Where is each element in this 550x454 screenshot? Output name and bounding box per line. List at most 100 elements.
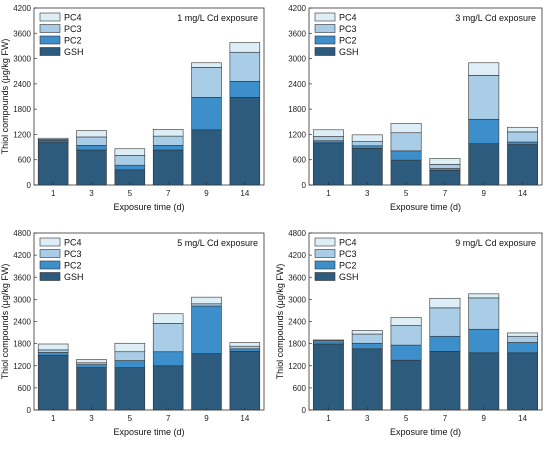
- y-tick-label: 1800: [13, 340, 31, 349]
- bar-segment-pc2-day-3: [351, 342, 383, 350]
- y-tick-label: 3000: [13, 55, 31, 64]
- legend-swatch-gsh: [314, 47, 336, 56]
- legend-label-pc2: PC2: [339, 36, 357, 46]
- x-tick-label: 3: [89, 414, 94, 423]
- bar-segment-pc4-day-14: [507, 126, 539, 133]
- bar-segment-pc3-day-14: [507, 131, 539, 143]
- y-tick-label: 1200: [13, 362, 31, 371]
- x-tick-label: 3: [365, 414, 370, 423]
- x-tick-label: 7: [166, 414, 171, 423]
- legend-label-pc3: PC3: [64, 249, 82, 259]
- x-axis-label: Exposure time (d): [113, 427, 184, 437]
- y-tick-label: 2400: [13, 318, 31, 327]
- bar-segment-pc3-day-5: [114, 155, 146, 166]
- y-axis-label: Thiol compounds (μg/kg FW): [275, 264, 285, 380]
- y-tick-label: 1200: [13, 130, 31, 139]
- bar-segment-pc2-day-7: [429, 335, 461, 352]
- bar-segment-pc3-day-1: [37, 349, 69, 353]
- x-tick-label: 14: [240, 414, 249, 423]
- y-tick-label: 0: [27, 406, 32, 415]
- x-tick-label: 1: [51, 414, 56, 423]
- x-tick-label: 14: [240, 189, 249, 198]
- bar-segment-pc4-day-14: [229, 42, 261, 53]
- y-axis-label: Thiol compounds (μg/kg FW): [0, 39, 10, 155]
- y-tick-label: 4800: [13, 229, 31, 238]
- legend-swatch-pc4: [314, 237, 336, 247]
- bar-segment-gsh-day-1: [312, 343, 344, 411]
- bar-segment-pc3-day-1: [312, 136, 344, 142]
- y-tick-label: 3600: [288, 29, 306, 38]
- legend-label-pc3: PC3: [64, 24, 82, 34]
- bar-segment-gsh-day-7: [152, 365, 184, 411]
- y-tick-label: 4200: [288, 251, 306, 260]
- bar-segment-gsh-day-9: [191, 353, 222, 411]
- bar-segment-pc4-day-5: [114, 342, 146, 353]
- x-tick-label: 1: [51, 189, 56, 198]
- legend-swatch-pc3: [39, 249, 61, 258]
- bar-segment-gsh-day-14: [507, 144, 539, 186]
- x-tick-label: 5: [128, 414, 133, 423]
- bar-segment-pc4-day-1: [37, 137, 69, 140]
- bar-segment-pc2-day-14: [507, 141, 539, 145]
- legend-label-pc2: PC2: [64, 261, 82, 271]
- y-tick-label: 1200: [288, 130, 306, 139]
- chart-title: 5 mg/L Cd exposure: [177, 238, 258, 248]
- y-tick-label: 0: [302, 406, 307, 415]
- bar-segment-pc4-day-9: [468, 293, 500, 299]
- legend-label-pc4: PC4: [64, 238, 82, 248]
- x-tick-label: 7: [443, 189, 448, 198]
- bar-segment-pc2-day-14: [229, 348, 261, 352]
- y-tick-label: 4800: [288, 229, 306, 238]
- legend-label-gsh: GSH: [339, 47, 359, 57]
- bar-segment-pc4-day-7: [429, 158, 461, 165]
- x-axis-label: Exposure time (d): [390, 427, 461, 437]
- plot-frame: [308, 7, 543, 186]
- legend-label-pc3: PC3: [339, 24, 357, 34]
- bar-segment-pc2-day-14: [507, 342, 539, 354]
- legend-swatch-pc3: [39, 24, 61, 33]
- y-axis-label: Thiol compounds (μg/kg FW): [0, 264, 10, 380]
- bar-segment-gsh-day-7: [429, 351, 461, 411]
- bar-segment-gsh-day-1: [312, 142, 344, 186]
- bar-segment-gsh-day-5: [390, 359, 422, 411]
- legend-swatch-pc4: [314, 12, 336, 22]
- x-tick-label: 3: [365, 189, 370, 198]
- y-tick-label: 1800: [13, 105, 31, 114]
- x-axis-label: Exposure time (d): [390, 202, 461, 212]
- bar-segment-pc3-day-9: [191, 303, 222, 307]
- bar-segment-pc2-day-5: [114, 360, 146, 368]
- y-tick-label: 2400: [13, 80, 31, 89]
- y-tick-label: 4200: [288, 4, 306, 13]
- bar-segment-pc3-day-3: [76, 136, 107, 146]
- legend-swatch-pc2: [314, 35, 336, 45]
- bar-segment-pc3-day-9: [468, 297, 500, 330]
- y-tick-label: 3000: [288, 295, 306, 304]
- bar-segment-pc2-day-7: [152, 145, 184, 151]
- bar-segment-pc3-day-7: [152, 135, 184, 146]
- y-tick-label: 3600: [13, 29, 31, 38]
- bar-segment-gsh-day-3: [76, 149, 107, 186]
- x-tick-label: 14: [518, 189, 527, 198]
- bar-segment-pc4-day-9: [191, 62, 222, 68]
- chart-title: 9 mg/L Cd exposure: [455, 238, 536, 248]
- x-tick-label: 9: [482, 414, 487, 423]
- bar-segment-pc4-day-7: [152, 313, 184, 324]
- bar-segment-gsh-day-5: [114, 367, 146, 411]
- x-tick-label: 5: [404, 189, 409, 198]
- legend-swatch-pc2: [314, 260, 336, 270]
- bar-segment-pc4-day-9: [191, 296, 222, 305]
- x-axis-label: Exposure time (d): [113, 202, 184, 212]
- y-tick-label: 1800: [288, 340, 306, 349]
- legend-swatch-pc3: [314, 24, 336, 33]
- y-tick-label: 600: [293, 384, 307, 393]
- y-tick-label: 3000: [288, 55, 306, 64]
- bar-segment-pc2-day-1: [37, 352, 69, 356]
- bar-segment-pc4-day-14: [507, 332, 539, 337]
- legend-swatch-pc3: [314, 249, 336, 258]
- bar-segment-pc4-day-1: [312, 129, 344, 137]
- y-tick-label: 0: [27, 181, 32, 190]
- y-tick-label: 2400: [288, 318, 306, 327]
- bar-segment-pc2-day-14: [229, 81, 261, 98]
- bar-segment-pc2-day-3: [351, 145, 383, 149]
